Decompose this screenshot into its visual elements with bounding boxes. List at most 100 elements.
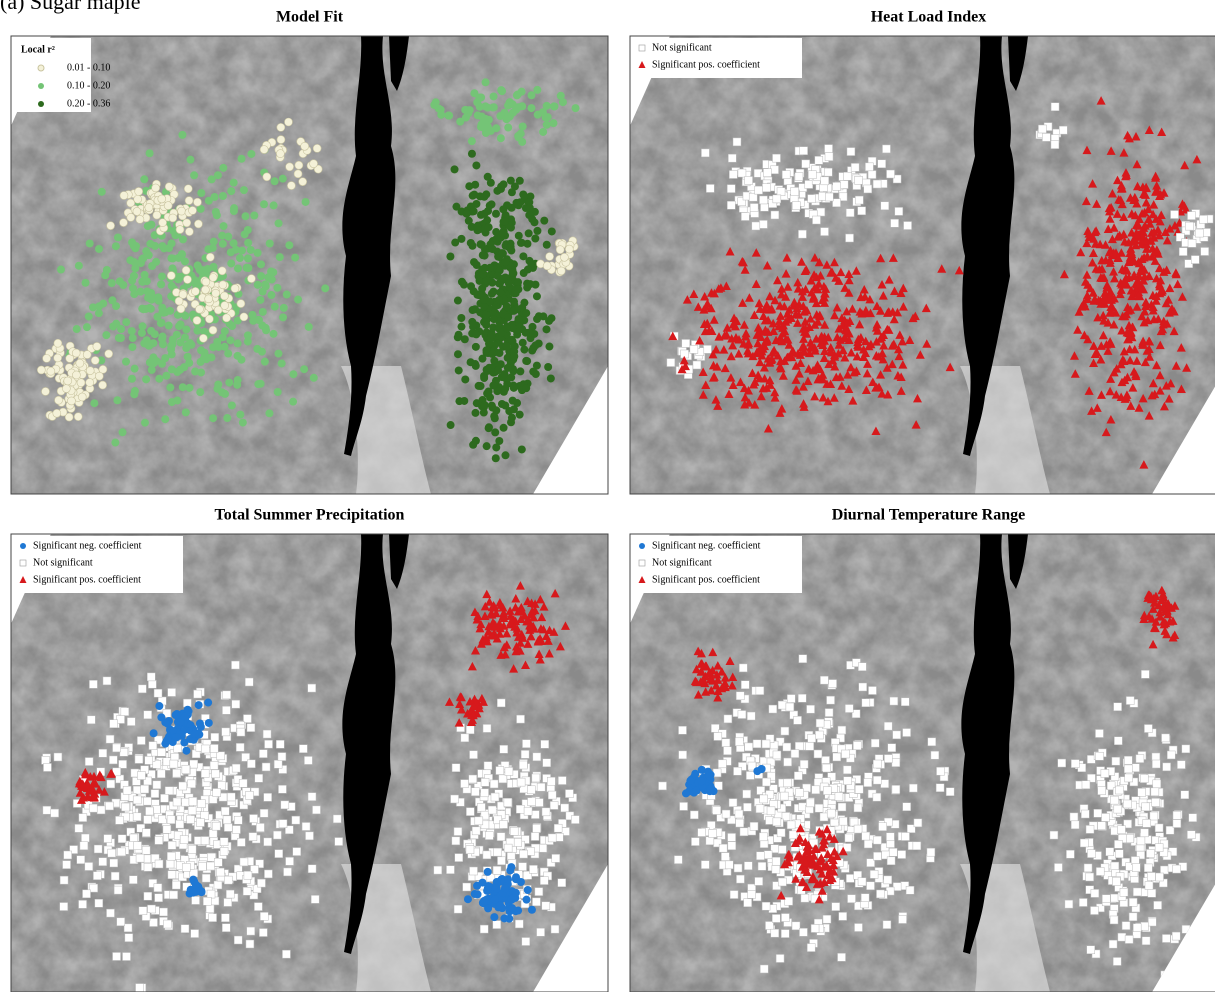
site-marker (748, 890, 756, 898)
site-marker (209, 830, 217, 838)
site-marker (484, 173, 492, 181)
site-marker (101, 271, 109, 279)
site-marker (188, 845, 196, 853)
site-marker (522, 309, 530, 317)
site-marker (522, 329, 530, 337)
site-marker (488, 331, 496, 339)
site-marker (108, 849, 116, 857)
site-marker (179, 782, 187, 790)
site-marker (121, 803, 129, 811)
legend: Not significantSignificant pos. coeffici… (632, 38, 802, 78)
site-marker (150, 729, 158, 737)
site-marker (60, 903, 68, 911)
site-marker (884, 722, 892, 730)
site-marker (144, 816, 152, 824)
site-marker (771, 166, 779, 174)
site-marker (127, 213, 135, 221)
site-marker (832, 903, 840, 911)
site-marker (827, 809, 835, 817)
site-marker (537, 783, 545, 791)
site-marker (42, 387, 50, 395)
site-marker (223, 314, 231, 322)
site-marker (493, 866, 501, 874)
site-marker (461, 780, 469, 788)
site-marker (1142, 803, 1150, 811)
site-marker (451, 795, 459, 803)
site-marker (461, 375, 469, 383)
site-marker (180, 739, 188, 747)
site-marker (854, 804, 862, 812)
site-marker (718, 760, 726, 768)
panel-title: Heat Load Index (871, 9, 987, 26)
site-marker (745, 743, 753, 751)
site-marker (691, 838, 699, 846)
site-marker (808, 195, 816, 203)
site-marker (501, 385, 509, 393)
site-marker (756, 805, 764, 813)
site-marker (75, 824, 83, 832)
site-marker (1096, 752, 1104, 760)
site-marker (201, 769, 209, 777)
site-marker (815, 156, 823, 164)
site-marker (734, 767, 742, 775)
site-marker (263, 730, 271, 738)
site-marker (764, 851, 772, 859)
site-marker (244, 239, 252, 247)
site-marker (703, 345, 711, 353)
site-marker (254, 249, 262, 257)
site-marker (496, 902, 504, 910)
site-marker (531, 832, 539, 840)
site-marker (539, 128, 547, 136)
site-marker (855, 196, 863, 204)
site-marker (141, 419, 149, 427)
site-marker (73, 325, 81, 333)
site-marker (844, 777, 852, 785)
site-marker (454, 350, 462, 358)
site-marker (873, 760, 881, 768)
site-marker (507, 247, 515, 255)
site-marker (928, 738, 936, 746)
site-marker (167, 272, 175, 280)
site-marker (222, 924, 230, 932)
site-marker (540, 877, 548, 885)
site-marker (798, 694, 806, 702)
site-marker (516, 805, 524, 813)
site-marker (222, 706, 230, 714)
site-marker (210, 761, 218, 769)
site-marker (75, 262, 83, 270)
site-marker (780, 792, 788, 800)
site-marker (533, 825, 541, 833)
site-marker (495, 296, 503, 304)
site-marker (504, 124, 512, 132)
site-marker (176, 366, 184, 374)
legend-marker (639, 560, 645, 566)
site-marker (542, 325, 550, 333)
site-marker (197, 358, 205, 366)
site-marker (158, 748, 166, 756)
site-marker (162, 372, 170, 380)
site-marker (898, 851, 906, 859)
site-marker (510, 405, 518, 413)
site-marker (85, 312, 93, 320)
site-marker (261, 280, 269, 288)
site-marker (747, 712, 755, 720)
site-marker (263, 173, 271, 181)
site-marker (247, 927, 255, 935)
site-marker (275, 219, 283, 227)
site-marker (264, 838, 272, 846)
site-marker (308, 793, 316, 801)
site-marker (714, 732, 722, 740)
site-marker (281, 801, 289, 809)
site-marker (454, 333, 462, 341)
site-marker (259, 929, 267, 937)
legend-label: Not significant (652, 42, 712, 53)
site-marker (517, 715, 525, 723)
site-marker (80, 842, 88, 850)
site-marker (479, 270, 487, 278)
site-marker (713, 806, 721, 814)
site-marker (1129, 898, 1137, 906)
site-marker (557, 267, 565, 275)
site-marker (743, 803, 751, 811)
site-marker (168, 688, 176, 696)
site-marker (508, 904, 516, 912)
